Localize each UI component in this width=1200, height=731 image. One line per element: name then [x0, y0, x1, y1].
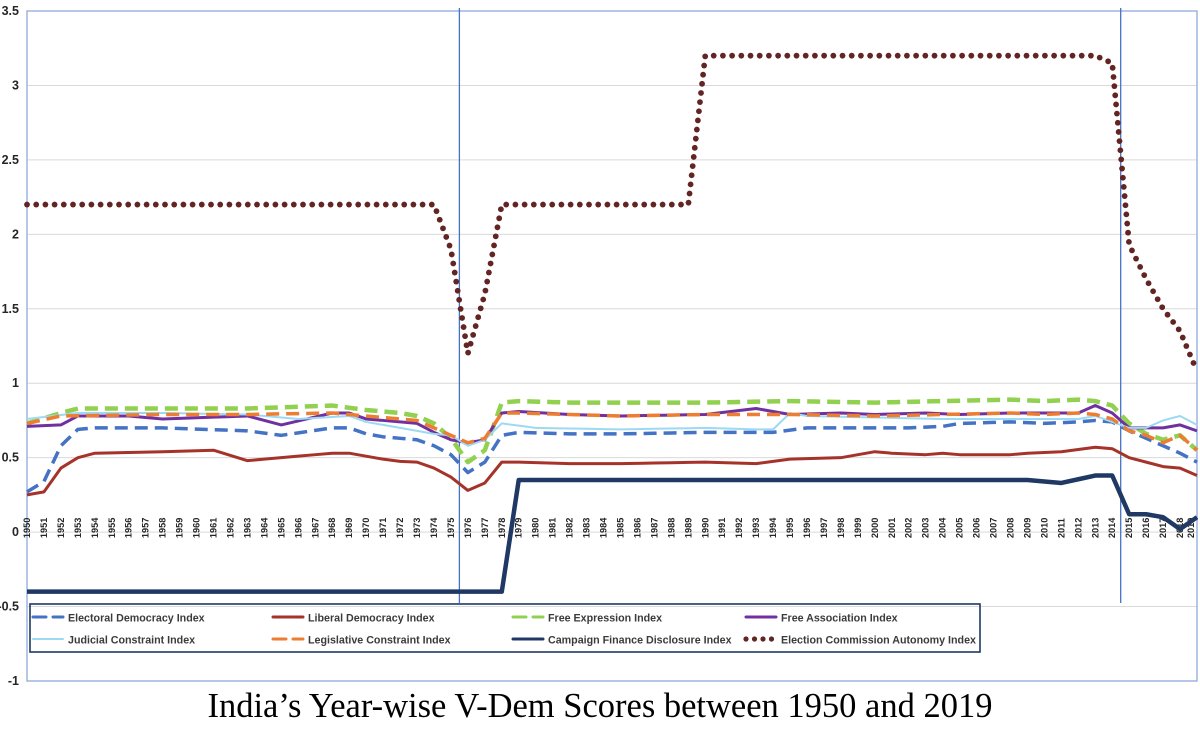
- svg-text:1968: 1968: [327, 518, 337, 538]
- svg-text:1974: 1974: [429, 517, 439, 538]
- svg-text:2003: 2003: [921, 518, 931, 538]
- svg-text:1987: 1987: [649, 518, 659, 538]
- svg-text:1995: 1995: [785, 518, 795, 538]
- svg-text:1964: 1964: [259, 517, 269, 538]
- svg-text:2016: 2016: [1141, 518, 1151, 538]
- svg-text:1986: 1986: [632, 518, 642, 538]
- svg-text:2001: 2001: [887, 518, 897, 538]
- svg-text:2010: 2010: [1039, 518, 1049, 538]
- svg-text:2.5: 2.5: [2, 153, 19, 167]
- svg-text:Campaign Finance Disclosure In: Campaign Finance Disclosure Index: [548, 634, 732, 646]
- svg-text:2005: 2005: [955, 518, 965, 538]
- svg-text:2007: 2007: [989, 518, 999, 538]
- svg-text:0.5: 0.5: [2, 451, 19, 465]
- svg-text:-1: -1: [8, 674, 19, 688]
- svg-text:Election Commission Autonomy I: Election Commission Autonomy Index: [781, 634, 976, 646]
- svg-text:1977: 1977: [480, 518, 490, 538]
- svg-text:1971: 1971: [378, 518, 388, 538]
- svg-text:1978: 1978: [497, 518, 507, 538]
- svg-text:1962: 1962: [225, 518, 235, 538]
- svg-text:Judicial Constraint Index: Judicial Constraint Index: [68, 634, 195, 646]
- svg-text:2014: 2014: [1107, 517, 1117, 538]
- svg-text:2009: 2009: [1022, 518, 1032, 538]
- svg-text:1960: 1960: [192, 518, 202, 538]
- svg-text:0: 0: [12, 525, 19, 539]
- svg-text:1998: 1998: [836, 518, 846, 538]
- svg-text:1957: 1957: [141, 518, 151, 538]
- svg-text:1955: 1955: [107, 518, 117, 538]
- svg-text:2011: 2011: [1056, 518, 1066, 538]
- svg-text:India’s Year-wise V-Dem Scores: India’s Year-wise V-Dem Scores between 1…: [207, 687, 992, 725]
- svg-text:1965: 1965: [276, 518, 286, 538]
- svg-text:1996: 1996: [802, 518, 812, 538]
- svg-text:1966: 1966: [293, 518, 303, 538]
- svg-text:1985: 1985: [615, 518, 625, 538]
- svg-text:1958: 1958: [158, 518, 168, 538]
- svg-text:1951: 1951: [39, 518, 49, 538]
- svg-text:2013: 2013: [1090, 518, 1100, 538]
- svg-text:2012: 2012: [1073, 518, 1083, 538]
- svg-text:1992: 1992: [734, 518, 744, 538]
- svg-text:1984: 1984: [599, 517, 609, 538]
- svg-text:2006: 2006: [972, 518, 982, 538]
- svg-text:2: 2: [12, 227, 19, 241]
- svg-text:1993: 1993: [751, 518, 761, 538]
- svg-text:1970: 1970: [361, 518, 371, 538]
- svg-text:Liberal Democracy Index: Liberal Democracy Index: [308, 612, 435, 624]
- svg-text:1956: 1956: [124, 518, 134, 538]
- svg-text:1953: 1953: [73, 518, 83, 538]
- svg-text:1961: 1961: [209, 518, 219, 538]
- svg-text:1988: 1988: [666, 518, 676, 538]
- svg-text:1982: 1982: [565, 518, 575, 538]
- svg-text:-0.5: -0.5: [0, 600, 19, 614]
- svg-text:1991: 1991: [717, 518, 727, 538]
- svg-text:1954: 1954: [90, 517, 100, 538]
- svg-text:1976: 1976: [463, 518, 473, 538]
- svg-text:2008: 2008: [1005, 518, 1015, 538]
- svg-text:1: 1: [12, 376, 19, 390]
- svg-text:1963: 1963: [242, 518, 252, 538]
- svg-text:3: 3: [12, 78, 19, 92]
- svg-text:1950: 1950: [22, 518, 32, 538]
- svg-text:1975: 1975: [446, 518, 456, 538]
- svg-text:1999: 1999: [853, 518, 863, 538]
- svg-text:1973: 1973: [412, 518, 422, 538]
- svg-text:1980: 1980: [531, 518, 541, 538]
- svg-text:1959: 1959: [175, 518, 185, 538]
- svg-text:1989: 1989: [683, 518, 693, 538]
- svg-text:1983: 1983: [582, 518, 592, 538]
- svg-text:2015: 2015: [1124, 518, 1134, 538]
- svg-text:1.5: 1.5: [2, 302, 19, 316]
- svg-text:1972: 1972: [395, 518, 405, 538]
- svg-text:1994: 1994: [768, 517, 778, 538]
- svg-text:Free Association Index: Free Association Index: [781, 612, 898, 624]
- svg-text:2000: 2000: [870, 518, 880, 538]
- svg-text:1969: 1969: [344, 518, 354, 538]
- svg-text:Free Expression Index: Free Expression Index: [548, 612, 662, 624]
- svg-text:1990: 1990: [700, 518, 710, 538]
- svg-text:3.5: 3.5: [2, 4, 19, 18]
- svg-text:Electoral Democracy Index: Electoral Democracy Index: [68, 612, 205, 624]
- svg-text:1952: 1952: [56, 518, 66, 538]
- svg-text:1967: 1967: [310, 518, 320, 538]
- svg-text:1979: 1979: [514, 518, 524, 538]
- svg-text:2002: 2002: [904, 518, 914, 538]
- svg-text:1997: 1997: [819, 518, 829, 538]
- svg-text:1981: 1981: [548, 518, 558, 538]
- svg-text:Legislative Constraint Index: Legislative Constraint Index: [308, 634, 451, 646]
- svg-text:2004: 2004: [938, 517, 948, 538]
